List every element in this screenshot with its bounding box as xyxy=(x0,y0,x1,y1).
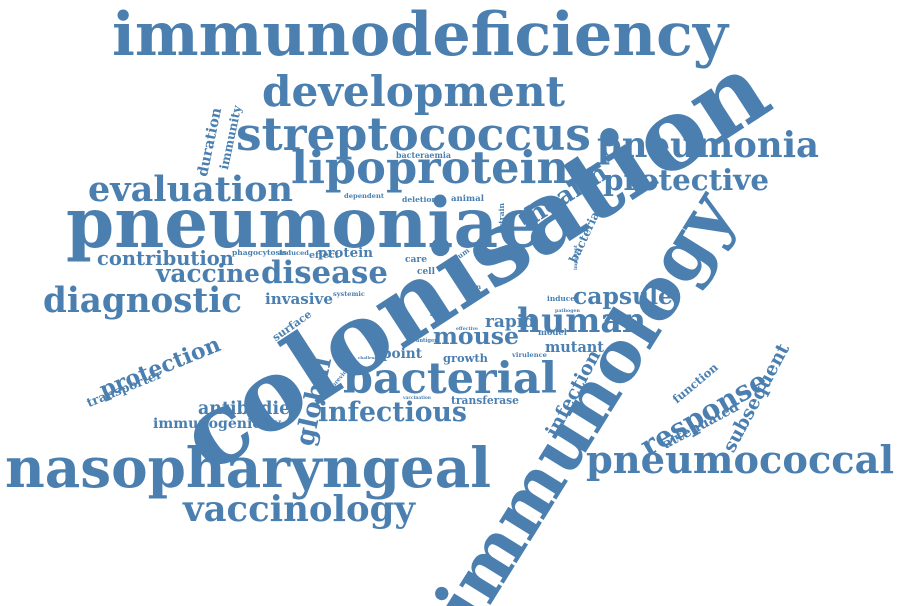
word-nasopharyngeal: nasopharyngeal xyxy=(5,436,492,500)
word-evaluation: evaluation xyxy=(88,169,293,210)
word-dependent: dependent xyxy=(344,192,384,200)
word-cell: cell xyxy=(417,267,435,277)
word-invasive: invasive xyxy=(265,290,333,308)
word-effective: effective xyxy=(456,327,478,332)
word-induced: induced xyxy=(279,249,309,257)
word-streptococcus: streptococcus xyxy=(236,107,591,161)
word-antibodies: antibodies xyxy=(198,399,300,419)
word-disease: disease xyxy=(261,255,388,291)
word-vaccinology: vaccinology xyxy=(183,489,415,530)
word-vaccine: vaccine xyxy=(156,259,260,288)
word-model: model xyxy=(538,327,567,337)
word-rapid: rapid xyxy=(485,311,535,331)
word-pneumoniae: pneumoniae xyxy=(66,183,542,264)
word-prior: prior xyxy=(430,311,446,317)
word-deletion: deletion xyxy=(402,195,437,204)
word-antigen: antigen xyxy=(416,338,438,344)
word-animal: animal xyxy=(451,194,484,204)
word-pathogen: pathogen xyxy=(555,309,581,314)
word-immunogenicity: immunogenicity xyxy=(153,416,281,432)
word-induce: induce xyxy=(547,294,575,303)
word-immunodeficiency: immunodeficiency xyxy=(112,0,728,70)
word-virulence: virulence xyxy=(512,351,547,359)
word-bacterial: bacterial xyxy=(343,354,557,404)
word-contribution: contribution xyxy=(97,247,234,270)
word-strain: strain xyxy=(497,203,506,228)
word-protein: protein xyxy=(318,245,373,261)
word-cation: cation xyxy=(458,283,481,291)
word-human: human xyxy=(517,301,646,340)
word-mouse: mouse xyxy=(433,322,519,350)
word-effect: effect xyxy=(309,250,339,261)
word-bacteraemia: bacteraemia xyxy=(396,151,451,160)
word-systemic: systemic xyxy=(333,290,365,298)
word-capsule: capsule xyxy=(573,282,673,310)
word-mutant: mutant xyxy=(545,339,604,356)
word-lipoprotein: lipoprotein xyxy=(291,141,569,194)
word-point: point xyxy=(382,346,422,362)
word-vaccination: vaccination xyxy=(403,396,431,401)
word-pneumonia: pneumonia xyxy=(597,125,819,166)
word-challenge: challenge xyxy=(358,355,380,360)
word-diagnostic: diagnostic xyxy=(43,281,242,321)
word-pneumococcal: pneumococcal xyxy=(586,438,895,483)
word-growth: growth xyxy=(443,351,488,365)
word-protective: protective xyxy=(603,162,769,197)
word-transferase: transferase xyxy=(451,394,519,407)
word-infectious: infectious xyxy=(318,397,467,428)
word-care: care xyxy=(405,254,427,265)
word-development: development xyxy=(262,66,565,116)
word-phagocytosis: phagocytosis xyxy=(232,248,287,257)
word-important: important xyxy=(574,245,579,270)
